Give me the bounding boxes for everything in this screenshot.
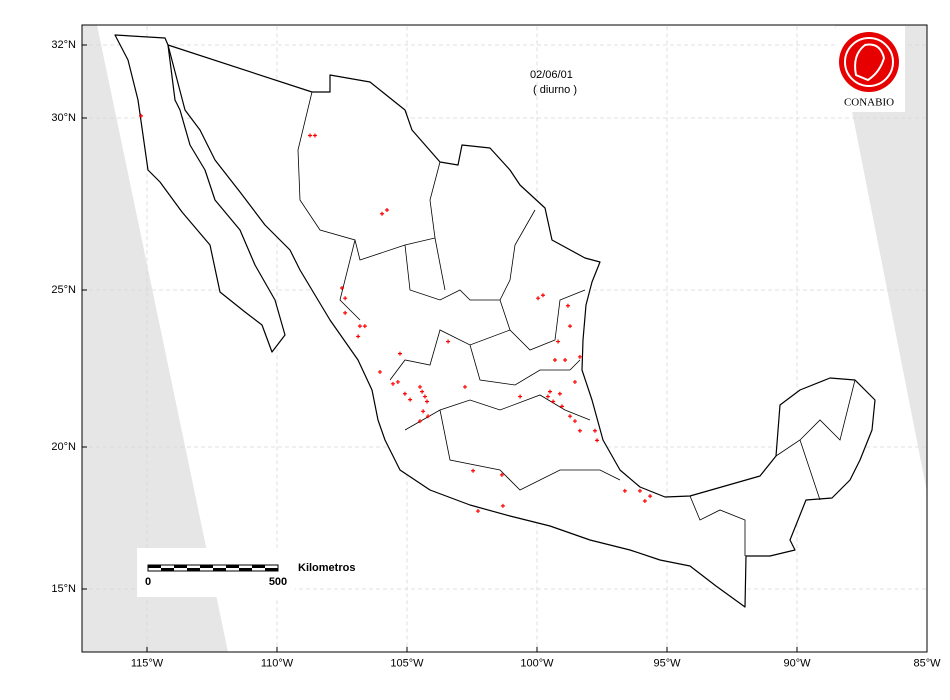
fire-point bbox=[545, 394, 550, 399]
fire-point bbox=[446, 339, 451, 344]
fire-point bbox=[559, 404, 564, 409]
fire-point bbox=[312, 133, 317, 138]
fire-point bbox=[540, 293, 545, 298]
swath-right bbox=[835, 25, 927, 492]
scale-bar-checks bbox=[148, 565, 278, 571]
x-tick-label: 95°W bbox=[653, 658, 681, 670]
fire-point bbox=[518, 394, 523, 399]
scale-label: 500 bbox=[269, 576, 287, 588]
x-tick-label: 90°W bbox=[783, 658, 811, 670]
fire-point bbox=[595, 438, 600, 443]
fire-point bbox=[402, 391, 407, 396]
fire-point bbox=[565, 303, 570, 308]
y-tick-label: 30°N bbox=[51, 112, 76, 124]
swath-left bbox=[82, 25, 228, 652]
logo-text: CONABIO bbox=[844, 97, 894, 109]
axes: 115°W 110°W 105°W 100°W 95°W 90°W 85°W 15°N 20°N… bbox=[51, 39, 941, 670]
fire-point bbox=[499, 472, 504, 477]
fire-point bbox=[471, 468, 476, 473]
land bbox=[114, 34, 876, 608]
fire-point bbox=[343, 296, 348, 301]
logo-ring bbox=[844, 37, 894, 87]
mainland bbox=[167, 44, 876, 608]
fire-point bbox=[536, 296, 541, 301]
fire-point bbox=[357, 324, 362, 329]
map-frame bbox=[81, 24, 928, 653]
fire-point bbox=[397, 351, 402, 356]
x-tick-label: 105°W bbox=[390, 658, 424, 670]
fire-point bbox=[422, 394, 427, 399]
fire-point bbox=[475, 509, 480, 514]
fire-point bbox=[500, 503, 505, 508]
fire-point bbox=[425, 399, 430, 404]
date-label: 02/06/01 bbox=[530, 69, 573, 81]
fire-point bbox=[420, 389, 425, 394]
fire-point bbox=[548, 389, 552, 394]
fire-point bbox=[551, 399, 556, 404]
fire-point bbox=[622, 488, 627, 493]
fire-point bbox=[308, 133, 313, 138]
fire-point bbox=[139, 113, 144, 118]
fire-point bbox=[362, 324, 367, 329]
fire-point bbox=[421, 409, 426, 414]
fire-point bbox=[568, 414, 573, 419]
fire-point bbox=[408, 397, 413, 402]
fire-point bbox=[552, 357, 557, 362]
scale-unit: Kilometros bbox=[298, 562, 355, 574]
fire-point bbox=[426, 414, 431, 419]
scale-bar: 0 500 Kilometros bbox=[137, 548, 355, 597]
fire-point bbox=[356, 334, 361, 339]
fire-point bbox=[462, 384, 467, 389]
x-tick-label: 115°W bbox=[131, 658, 164, 670]
logo-figure bbox=[854, 43, 886, 82]
x-tick-label: 110°W bbox=[261, 658, 294, 670]
fire-points bbox=[139, 113, 653, 514]
fire-point bbox=[648, 494, 653, 499]
fire-point bbox=[384, 207, 389, 212]
state-borders bbox=[297, 91, 856, 556]
fire-point bbox=[577, 354, 582, 359]
fire-point bbox=[556, 339, 561, 344]
logo-emblem bbox=[839, 32, 899, 92]
baja-peninsula bbox=[114, 34, 286, 353]
x-tick-label: 100°W bbox=[520, 658, 554, 670]
fire-point bbox=[637, 488, 642, 493]
fire-point bbox=[340, 286, 344, 291]
fire-point bbox=[572, 379, 577, 384]
fire-point bbox=[395, 379, 400, 384]
y-tick-label: 15°N bbox=[51, 583, 76, 595]
fire-point bbox=[377, 369, 382, 374]
scale-box bbox=[137, 548, 295, 597]
fire-point bbox=[557, 391, 562, 396]
fire-point bbox=[418, 384, 422, 389]
fire-point bbox=[390, 381, 395, 386]
scale-label: 0 bbox=[145, 576, 151, 588]
fire-point bbox=[577, 428, 582, 433]
y-tick-label: 25°N bbox=[51, 284, 76, 296]
x-tick-label: 85°W bbox=[913, 658, 941, 670]
fire-point bbox=[568, 324, 573, 329]
fire-point bbox=[642, 499, 647, 503]
fire-point bbox=[418, 419, 422, 424]
coverage-swaths bbox=[82, 25, 927, 652]
fire-point bbox=[380, 211, 385, 216]
fire-point bbox=[343, 310, 348, 315]
fire-point bbox=[563, 357, 568, 362]
mode-label: ( diurno ) bbox=[533, 84, 577, 96]
y-tick-label: 20°N bbox=[51, 441, 76, 453]
fire-point bbox=[592, 428, 597, 433]
logo: CONABIO bbox=[836, 26, 905, 112]
y-tick-label: 32°N bbox=[51, 39, 76, 51]
fire-point bbox=[572, 419, 577, 424]
